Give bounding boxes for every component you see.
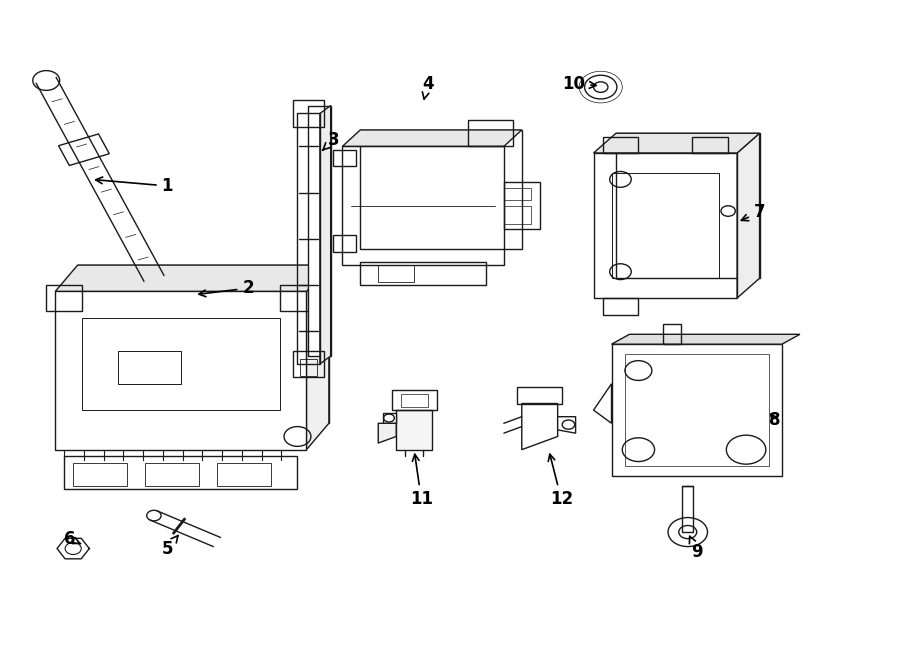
Text: 2: 2 [199,279,254,297]
Bar [682,486,693,532]
Bar [333,150,356,166]
Text: 4: 4 [422,75,434,99]
Bar [46,285,82,311]
Bar [594,153,737,298]
Bar [342,146,504,265]
Text: 3: 3 [322,131,339,150]
Bar [118,351,181,384]
Bar [280,285,315,311]
Text: 7: 7 [742,203,765,221]
Polygon shape [58,134,109,166]
Bar [73,463,127,486]
Bar [602,298,638,314]
Text: 11: 11 [410,454,433,508]
Polygon shape [558,416,576,433]
Bar [293,351,324,377]
Bar [468,120,513,146]
Bar [692,136,728,153]
Polygon shape [308,105,330,356]
Polygon shape [55,265,328,291]
Bar [400,394,428,407]
Bar [293,100,324,126]
Bar [611,173,719,278]
Polygon shape [737,133,760,298]
Text: 1: 1 [95,177,173,195]
Polygon shape [77,265,328,423]
Bar [333,236,356,252]
Bar [602,136,638,153]
Text: 8: 8 [769,411,780,429]
Bar [301,359,317,376]
Polygon shape [616,133,760,278]
Bar [392,391,436,410]
Bar [662,324,680,344]
Polygon shape [378,423,396,443]
Text: 12: 12 [548,454,572,508]
Bar [378,265,414,281]
Circle shape [147,510,161,521]
Polygon shape [594,384,611,423]
Polygon shape [306,265,328,449]
Polygon shape [360,130,522,249]
Bar [55,291,306,449]
Polygon shape [342,130,522,146]
Text: 6: 6 [64,530,81,547]
Bar [504,188,531,200]
Bar [396,410,432,449]
Bar [298,113,320,364]
Bar [504,206,531,224]
Polygon shape [320,105,330,364]
Bar [625,354,769,466]
Bar [360,261,486,285]
Polygon shape [611,334,800,344]
Bar [518,387,562,404]
Polygon shape [594,133,760,153]
Bar [145,463,199,486]
Text: 5: 5 [162,536,178,557]
Polygon shape [382,413,396,423]
Text: 9: 9 [689,536,703,561]
Polygon shape [611,344,782,476]
Bar [64,456,298,489]
Polygon shape [522,404,558,449]
Text: 10: 10 [562,75,596,93]
Bar [82,318,280,410]
Bar [217,463,271,486]
Bar [504,182,540,230]
